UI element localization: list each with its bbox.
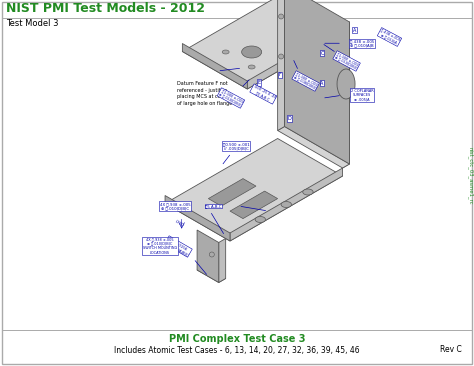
Polygon shape: [165, 138, 343, 241]
Polygon shape: [343, 22, 349, 168]
Text: ⏺.438 ±.005
⊕ ⏺.010|A|B: ⏺.438 ±.005 ⊕ ⏺.010|A|B: [350, 39, 374, 48]
Text: Datum Feature F not
referenced - justifies
placing MCS at center
of large hole o: Datum Feature F not referenced - justifi…: [177, 81, 233, 106]
Ellipse shape: [281, 202, 292, 208]
Ellipse shape: [279, 54, 283, 59]
Text: 2 COPLANAR
SURFACES
⊕ .005|A: 2 COPLANAR SURFACES ⊕ .005|A: [351, 89, 374, 102]
Polygon shape: [165, 195, 230, 241]
Text: Rev C: Rev C: [440, 346, 462, 355]
Polygon shape: [247, 22, 349, 89]
Ellipse shape: [337, 69, 355, 99]
Text: ⏺1.000 ±.003
⊕ ⏺.008|D|B|C: ⏺1.000 ±.003 ⊕ ⏺.008|D|B|C: [292, 71, 319, 91]
Ellipse shape: [303, 189, 313, 195]
Ellipse shape: [222, 50, 229, 54]
Text: NIST PMI Test Models - 2012: NIST PMI Test Models - 2012: [6, 3, 205, 15]
Text: ⏺0.500 ±.001
// .005|D|B|C: ⏺0.500 ±.001 // .005|D|B|C: [223, 142, 250, 150]
Text: Test Model 3: Test Model 3: [6, 19, 58, 29]
Polygon shape: [278, 0, 284, 131]
Text: 4X ⏺.938 ±.005
⊕ ⏺.010|D|B|C: 4X ⏺.938 ±.005 ⊕ ⏺.010|D|B|C: [160, 202, 191, 210]
Text: D: D: [288, 116, 292, 121]
Polygon shape: [284, 0, 349, 164]
Text: ⏺1.000 ±.003
⊕ ⏺.010|D|B|C: ⏺1.000 ±.003 ⊕ ⏺.010|D|B|C: [218, 88, 244, 108]
Text: C: C: [320, 51, 324, 56]
Text: Includes Atomic Test Cases - 6, 13, 14, 20, 27, 32, 36, 39, 45, 46: Includes Atomic Test Cases - 6, 13, 14, …: [114, 346, 360, 355]
Polygon shape: [197, 266, 226, 283]
Text: 4X ⏺.938 ±.005
⊕ ⏺.010|D|B|C
SWITCH MOUNTING
LOCATIONS: 4X ⏺.938 ±.005 ⊕ ⏺.010|D|B|C SWITCH MOUN…: [143, 237, 177, 255]
Text: ⏺ 0.0156
⎳ .010 |A|B|C: ⏺ 0.0156 ⎳ .010 |A|B|C: [165, 236, 191, 257]
Polygon shape: [230, 191, 278, 219]
Ellipse shape: [210, 252, 214, 257]
Text: .500 .25 X .45
⏺0 A,B,C: .500 .25 X .45 ⏺0 A,B,C: [250, 85, 276, 104]
Text: ⏺1.000 ±.003
⊕ ⏺.010|D|B|C: ⏺1.000 ±.003 ⊕ ⏺.010|D|B|C: [333, 51, 360, 71]
Text: L700: L700: [174, 219, 185, 228]
Polygon shape: [182, 44, 247, 89]
Text: E: E: [257, 80, 261, 85]
Polygon shape: [219, 239, 226, 283]
Ellipse shape: [255, 217, 265, 223]
Ellipse shape: [279, 14, 283, 19]
Polygon shape: [230, 168, 343, 241]
Polygon shape: [209, 179, 256, 206]
Polygon shape: [182, 0, 349, 89]
Ellipse shape: [248, 65, 255, 69]
Text: F: F: [279, 72, 282, 78]
Text: A: A: [353, 27, 356, 33]
Text: ⏺5 A,B,C: ⏺5 A,B,C: [205, 204, 221, 208]
Text: A: A: [320, 81, 324, 86]
Ellipse shape: [242, 46, 262, 58]
Polygon shape: [278, 127, 349, 168]
Text: PMI Complex Test Case 3: PMI Complex Test Case 3: [169, 334, 305, 344]
Text: ⏺.438 ±.005
⊕ ⏺.010|A: ⏺.438 ±.005 ⊕ ⏺.010|A: [378, 28, 401, 46]
Polygon shape: [197, 230, 219, 283]
Text: nist_ctc_03_asme1_rc: nist_ctc_03_asme1_rc: [467, 147, 473, 205]
